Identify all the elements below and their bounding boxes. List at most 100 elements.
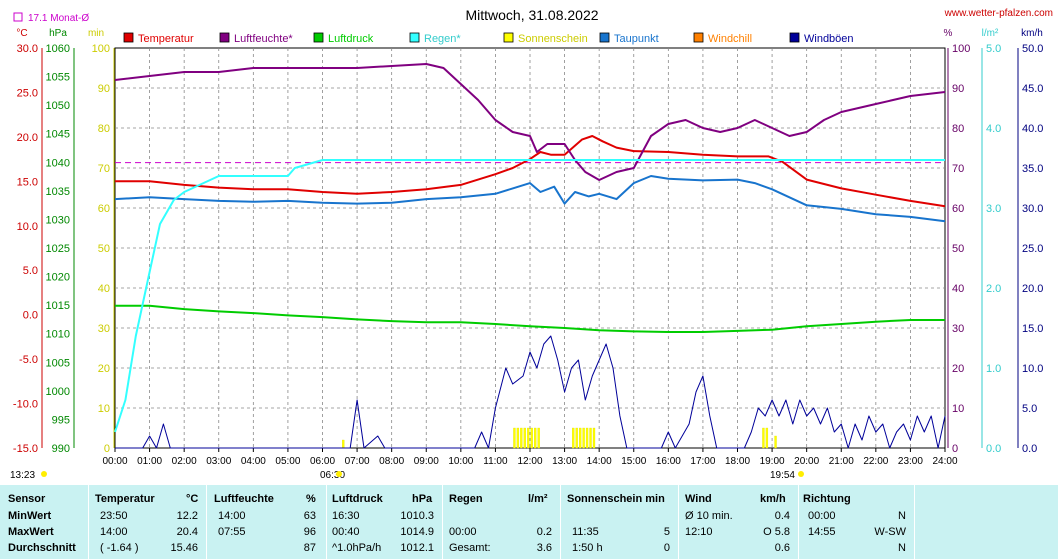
sunshine-bar: [342, 439, 345, 449]
hdr-hum: Luftfeuchte: [214, 493, 274, 505]
axis-tick-wind: 5.0: [1022, 403, 1037, 415]
stats-table: Sensor Temperatur °C Luftfeuchte % Luftd…: [0, 485, 1058, 559]
x-tick-label: 07:00: [345, 456, 370, 467]
sunshine-bar: [592, 427, 596, 449]
hdr-temp-unit: °C: [186, 493, 199, 505]
legend-swatch: [219, 32, 230, 43]
axis-unit-wind: km/h: [1021, 28, 1043, 39]
axis-tick-rain: 1.0: [986, 363, 1001, 375]
axis-tick-humidity: 60: [952, 203, 964, 215]
x-tick-label: 00:00: [102, 456, 127, 467]
stat-s_time: 11:35: [572, 526, 599, 538]
axis-tick-temp: 15.0: [17, 176, 38, 188]
x-tick-label: 24:00: [932, 456, 957, 467]
stat-h_val: 87: [303, 542, 316, 554]
axis-tick-temp: 10.0: [17, 221, 38, 233]
x-tick-label: 11:00: [483, 456, 508, 467]
legend-label: Windchill: [708, 33, 752, 45]
sunrise-label: 06:30: [320, 470, 345, 481]
axis-tick-wind: 20.0: [1022, 283, 1043, 295]
axis-tick-pressure: 990: [52, 443, 70, 455]
legend-swatch: [409, 32, 420, 43]
legend-label: Luftdruck: [328, 33, 374, 45]
x-tick-label: 19:00: [760, 456, 785, 467]
stat-t_val: 15.46: [170, 542, 198, 554]
x-tick-label: 02:00: [172, 456, 197, 467]
series-rain: [114, 159, 945, 433]
sunshine-bar: [537, 427, 540, 449]
axis-tick-pressure: 1060: [46, 43, 70, 55]
sunshine-bar: [520, 427, 523, 449]
hdr-rain-unit: l/m²: [528, 493, 548, 505]
stat-t_time: ( -1.64 ): [100, 542, 139, 554]
axis-tick-humidity: 70: [952, 163, 964, 175]
month-avg-label: 17.1 Monat-Ø: [28, 13, 89, 24]
stat-r_time: Gesamt:: [449, 542, 491, 554]
hdr-wind-unit: km/h: [760, 493, 786, 505]
stat-d_val: N: [898, 542, 906, 554]
sunshine-bar: [589, 427, 592, 449]
stat-t_val: 12.2: [176, 510, 198, 522]
axis-tick-pressure: 1040: [46, 157, 70, 169]
stat-r_val: 0.2: [536, 526, 552, 538]
x-tick-label: 01:00: [137, 456, 162, 467]
x-tick-label: 03:00: [206, 456, 231, 467]
x-tick-label: 13:00: [552, 456, 577, 467]
stat-p_time: 16:30: [332, 510, 360, 522]
axis-tick-humidity: 30: [952, 323, 964, 335]
axis-tick-minutes: 10: [98, 403, 110, 415]
axis-tick-wind: 45.0: [1022, 83, 1043, 95]
source-link[interactable]: www.wetter-pfalzen.com: [944, 8, 1053, 19]
x-tick-label: 23:00: [898, 456, 923, 467]
stat-p_val: 1014.9: [400, 526, 434, 538]
x-tick-label: 17:00: [690, 456, 715, 467]
axis-tick-rain: 2.0: [986, 283, 1001, 295]
legend-swatch: [123, 32, 134, 43]
hdr-sun: Sonnenschein min: [567, 493, 665, 505]
sunshine-bar: [762, 427, 765, 449]
x-tick-label: 15:00: [621, 456, 646, 467]
sunset-icon: [798, 471, 804, 477]
axis-unit-minutes: min: [88, 28, 104, 39]
stat-d_val: N: [898, 510, 906, 522]
legend-label: Sonnenschein: [518, 33, 588, 45]
stat-w_val: 0.6: [774, 542, 790, 554]
x-tick-label: 14:00: [587, 456, 612, 467]
stat-s_val: 5: [663, 526, 670, 538]
sunshine-bar: [527, 427, 530, 449]
axis-tick-wind: 15.0: [1022, 323, 1043, 335]
axis-tick-temp: -15.0: [13, 443, 38, 455]
axis-tick-humidity: 40: [952, 283, 964, 295]
hdr-press-unit: hPa: [412, 493, 433, 505]
stat-t_time: 23:50: [100, 510, 128, 522]
axis-tick-minutes: 40: [98, 283, 110, 295]
stat-label: MinWert: [8, 510, 52, 522]
axis-tick-rain: 3.0: [986, 203, 1001, 215]
axis-tick-pressure: 1035: [46, 186, 70, 198]
stat-h_time: 07:55: [218, 526, 246, 538]
stat-h_val: 63: [303, 510, 316, 522]
sunshine-bars: [342, 427, 777, 449]
legend-swatch: [599, 32, 610, 43]
legend: Temperatur Luftfeuchte* Luftdruck Regen* Son…: [123, 32, 854, 45]
legend-swatch: [693, 32, 704, 43]
axis-tick-wind: 40.0: [1022, 123, 1043, 135]
legend-swatch: [313, 32, 324, 43]
left-time-icon: [41, 471, 47, 477]
weather-chart: Mittwoch, 31.08.2022 www.wetter-pfalzen.…: [10, 7, 1053, 481]
x-tick-label: 08:00: [379, 456, 404, 467]
axis-tick-minutes: 30: [98, 323, 110, 335]
x-tick-label: 16:00: [656, 456, 681, 467]
axis-unit-rain: l/m²: [982, 28, 999, 39]
axis-tick-minutes: 20: [98, 363, 110, 375]
legend-label: Windböen: [804, 33, 854, 45]
axis-tick-pressure: 1055: [46, 72, 70, 84]
axis-tick-temp: -5.0: [19, 354, 38, 366]
axis-tick-temp: 30.0: [17, 43, 38, 55]
stat-p_time: 00:40: [332, 526, 360, 538]
sunset-label: 19:54: [770, 470, 795, 481]
axis-tick-wind: 25.0: [1022, 243, 1043, 255]
x-tick-label: 06:00: [310, 456, 335, 467]
legend-label: Taupunkt: [614, 33, 659, 45]
axis-tick-wind: 50.0: [1022, 43, 1043, 55]
